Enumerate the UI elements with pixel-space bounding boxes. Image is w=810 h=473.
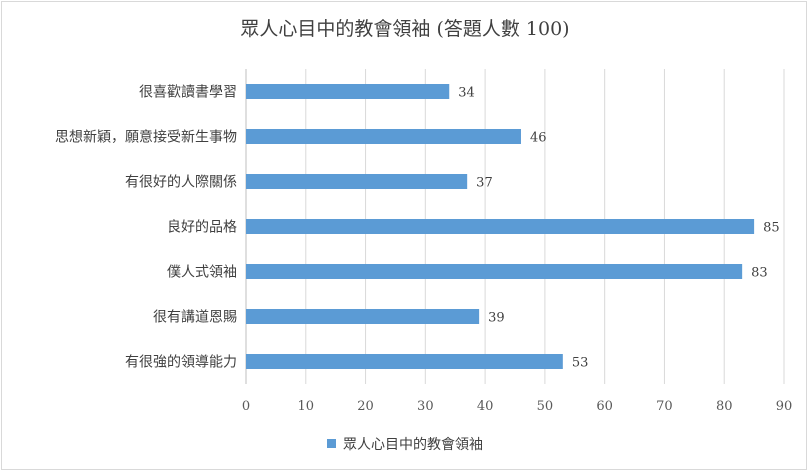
category-label: 很有講道恩賜 [153, 310, 237, 326]
data-label: 85 [763, 221, 780, 236]
bar [246, 354, 563, 369]
data-label: 46 [530, 131, 547, 146]
chart-title: 眾人心目中的教會領袖 (答題人數 100) [240, 18, 570, 40]
data-label: 53 [572, 356, 589, 371]
data-label: 39 [488, 311, 505, 326]
category-label: 僕人式領袖 [167, 264, 237, 281]
x-tick-label: 50 [537, 399, 554, 414]
data-label: 37 [476, 176, 493, 191]
x-tick-label: 70 [656, 399, 673, 414]
bar [246, 84, 450, 99]
x-tick-label: 60 [596, 399, 613, 414]
bar [246, 309, 480, 324]
x-tick-label: 0 [242, 399, 250, 414]
category-label: 良好的品格 [167, 220, 237, 236]
x-tick-label: 20 [357, 399, 374, 414]
bar [246, 174, 468, 189]
x-tick-label: 80 [716, 399, 733, 414]
legend-label: 眾人心目中的教會領袖 [343, 437, 483, 453]
x-tick-label: 40 [477, 399, 494, 414]
x-tick-label: 90 [776, 399, 793, 414]
category-label: 有很強的領導能力 [125, 354, 237, 371]
category-label: 有很好的人際關係 [125, 175, 237, 191]
category-label: 很喜歡讀書學習 [139, 85, 237, 101]
bar [246, 264, 743, 279]
x-tick-label: 30 [417, 399, 434, 414]
bar [246, 219, 755, 234]
x-tick-label: 10 [298, 399, 315, 414]
data-label: 34 [458, 86, 475, 101]
legend: 眾人心目中的教會領袖 [2, 434, 808, 454]
data-label: 83 [751, 266, 768, 281]
bar [246, 129, 521, 144]
legend-swatch [327, 439, 336, 448]
category-label: 思想新穎，願意接受新生事物 [55, 129, 237, 146]
